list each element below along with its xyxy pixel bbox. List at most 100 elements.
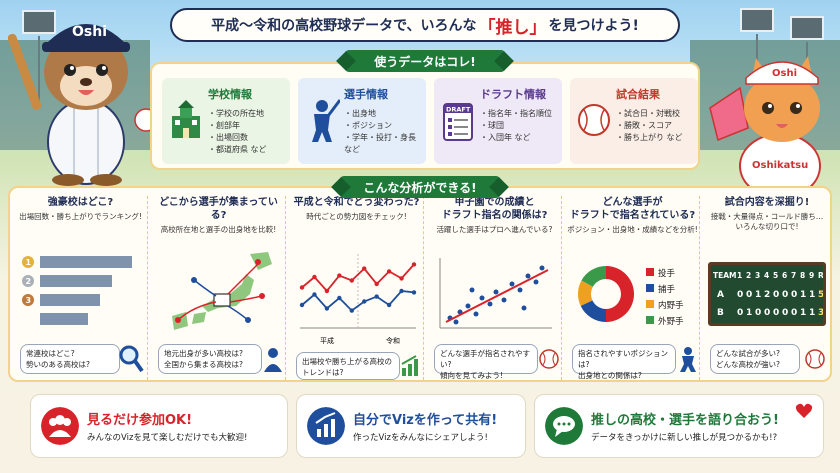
series-point-blue — [374, 294, 379, 299]
scoreboard-score: 0 — [773, 308, 779, 318]
col-sub: 時代ごとの勢力図をチェック! — [306, 212, 407, 221]
card-item: ・出場回数 — [208, 133, 248, 142]
pitcher-icon — [680, 347, 696, 372]
col-title: 平成と令和でどう変わった? — [293, 197, 420, 208]
series-point-blue — [299, 302, 305, 308]
chat-icon — [545, 407, 583, 445]
card-item: ・指名年・指名順位 — [480, 109, 552, 118]
data-card-game: 試合結果 ・試合日・対戦校 ・勝敗・スコア ・勝ち上がり など — [570, 78, 698, 164]
card-item: ・学年・投打・身長 など — [344, 133, 416, 154]
bubble-line: 常連校はどこ? — [26, 349, 75, 358]
bubble-line: 傾向を見てみよう! — [440, 371, 504, 380]
col-sub: ポジション・出身地・成績などを分析! — [567, 225, 698, 234]
card-item: ・創部年 — [208, 121, 240, 130]
col-sub: 活躍した選手はプロへ進んでいる? — [436, 225, 553, 234]
cap-logo: Oshi — [772, 68, 797, 79]
analysis-col-strong-schools: 強豪校はどこ? 出場回数・勝ち上がりでランキング! 1 2 3 常連校はどこ? 勢い… — [14, 196, 148, 380]
title-pre: 平成〜令和の高校野球データで、いろんな — [211, 18, 477, 34]
analysis-col-game-detail: 試合内容を深掘り! 接戦・大量得点・コールド勝ち… いろんな切り口で! TEAM… — [704, 196, 830, 380]
ranking-bar — [40, 313, 88, 325]
scoreboard-score: 3 — [818, 308, 823, 318]
bubble-line: 出場校や勝ち上がる高校の — [302, 357, 392, 366]
bottom-title: 自分でVizを作って共有! — [353, 413, 498, 428]
scoreboard-score: 0 — [764, 308, 770, 318]
ranking-bar — [40, 256, 132, 268]
scoreboard-score: 0 — [737, 308, 743, 318]
card-item: ・都道府県 など — [208, 145, 267, 154]
era-label-reiwa: 令和 — [386, 337, 400, 345]
scatter-chart — [439, 258, 552, 329]
series-point-red — [411, 262, 417, 267]
scoreboard-team: A — [717, 290, 724, 300]
card-title: 選手情報 — [344, 88, 388, 101]
scoreboard-score: 0 — [791, 308, 797, 318]
series-point-blue — [349, 308, 354, 313]
series-point-red — [374, 281, 379, 287]
scoreboard-inning: 1 — [737, 271, 742, 280]
data-card-draft: DRAFT ドラフト情報 ・指名年・指名順位 ・球団 ・入団年 など — [434, 78, 562, 164]
bubble-line: どんな選手が指名されやすい? — [440, 349, 530, 369]
series-point-red — [312, 274, 317, 280]
bottom-sub: みんなのVizを見て楽しむだけでも大歓迎! — [87, 433, 248, 443]
title-post: を見つけよう! — [548, 18, 639, 34]
question-bubble: 指名されやすいポジションは? 出身地との関係は? — [572, 344, 676, 380]
legend-label: 外野手 — [658, 316, 684, 327]
question-bubble: 常連校はどこ? 勢いのある高校は? — [20, 344, 120, 374]
card-item: ・勝敗・スコア — [616, 121, 672, 130]
question-bubble: 出場校や勝ち上がる高校の トレンドは? — [296, 352, 400, 380]
legend-swatch — [646, 316, 654, 324]
bubble-line: 出身地との関係は? — [578, 371, 642, 380]
data-card-school: 学校情報 ・学校の所在地 ・創部年 ・出場回数 ・都道府県 など — [162, 78, 290, 164]
col-sub: 高校所在地と選手の出身地を比較! — [160, 225, 277, 234]
rank-number: 1 — [26, 258, 32, 267]
floodlight-icon — [790, 16, 824, 112]
scoreboard-score: 0 — [773, 290, 779, 300]
bubble-line: 全国から集まる高校は? — [164, 360, 243, 369]
scoreboard-score: 1 — [809, 290, 815, 300]
shirt-logo: Oshikatsu — [752, 160, 808, 171]
donut-slice — [578, 280, 593, 306]
col-sub: 接戦・大量得点・コールド勝ち… いろんな切り口で! — [710, 212, 824, 231]
legend-label: 内野手 — [658, 300, 684, 311]
bottom-sub: 作ったVizをみんなにシェアしよう! — [353, 433, 488, 443]
card-item: ・入団年 など — [480, 133, 531, 142]
donut-slice — [580, 300, 606, 322]
series-point-red — [399, 276, 404, 281]
series-point-blue — [386, 302, 392, 308]
legend-swatch — [646, 300, 654, 308]
cap-logo: Oshi — [72, 24, 107, 40]
scoreboard-score: 1 — [755, 290, 761, 300]
rank-medal-icon — [22, 275, 34, 287]
ranking-bar — [40, 275, 112, 287]
bubble-line: どんな試合が多い? — [716, 349, 780, 358]
card-item: ・勝ち上がり など — [616, 133, 683, 142]
rank-medal-icon — [22, 294, 34, 306]
question-bubble: 地元出身が多い高校は? 全国から集まる高校は? — [158, 344, 262, 374]
era-line-chart — [299, 254, 417, 329]
card-item: ・ポジション — [344, 121, 392, 130]
question-bubble: どんな試合が多い? どんな高校が強い? — [710, 344, 800, 374]
era-label-heisei: 平成 — [320, 337, 334, 345]
data-card-player: 選手情報 ・出身地 ・ポジション ・学年・投打・身長 など — [298, 78, 426, 164]
col-title: 試合内容を深掘り! — [724, 197, 810, 208]
analysis-heading: こんな分析ができる! — [340, 176, 500, 198]
col-title: 強豪校はどこ? — [47, 197, 114, 208]
floodlight-icon — [22, 10, 56, 106]
analysis-col-eras: 平成と令和でどう変わった? 時代ごとの勢力図をチェック! 平成 令和 出場校や勝… — [290, 196, 424, 380]
cat-mascot: Oshikatsu Oshi — [709, 56, 821, 198]
scoreboard-score: 0 — [791, 290, 797, 300]
scoreboard-score: 0 — [746, 290, 752, 300]
legend-swatch — [646, 268, 654, 276]
series-point-blue — [362, 299, 367, 304]
scoreboard-score: 0 — [737, 290, 743, 300]
rank-number: 3 — [26, 296, 32, 305]
people-icon — [41, 407, 79, 445]
series-point-blue — [337, 295, 342, 301]
people-icon — [264, 348, 282, 372]
ranking-bar-chart: 1 2 3 — [22, 256, 132, 325]
bottom-title: 見るだけ参加OK! — [87, 413, 193, 428]
ranking-bar — [40, 294, 100, 306]
card-item: ・出身地 — [344, 109, 376, 118]
baseball-icon — [578, 104, 610, 136]
